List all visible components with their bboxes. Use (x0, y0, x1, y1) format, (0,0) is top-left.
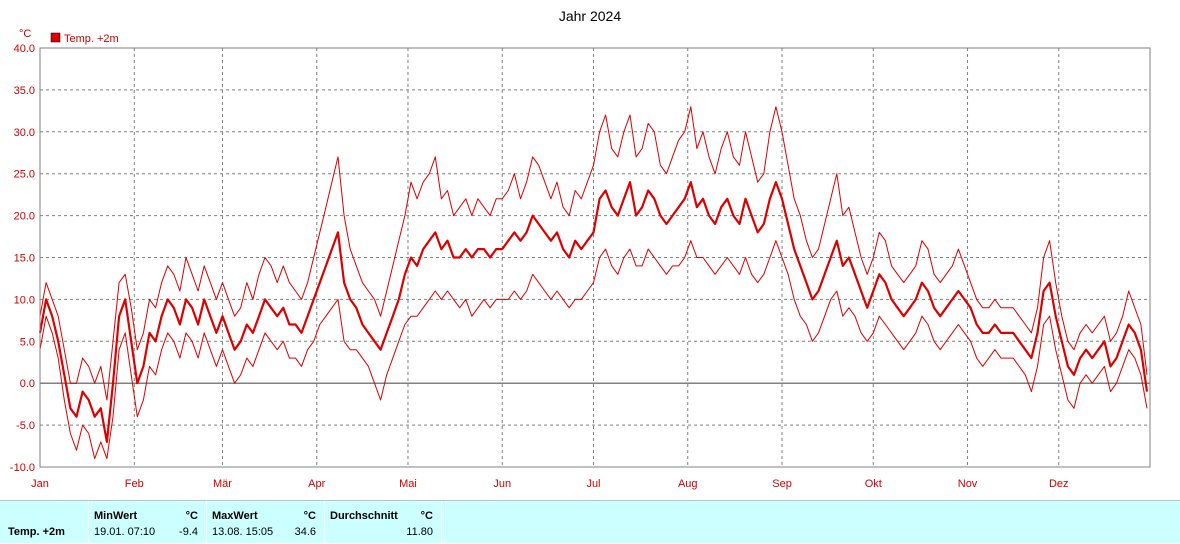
chart-title: Jahr 2024 (559, 8, 621, 24)
y-tick-label: 10.0 (14, 294, 35, 306)
x-tick-label: Jun (493, 478, 511, 490)
min-value: -9.4 (179, 526, 198, 538)
stats-min-cell: MinWert °C 19.01. 07:10 -9.4 (89, 501, 207, 544)
legend-swatch (50, 32, 61, 43)
x-tick-label: Mai (399, 478, 417, 490)
y-tick-label: 35.0 (14, 85, 35, 97)
max-value: 34.6 (294, 526, 316, 538)
avg-label: Durchschnitt (330, 510, 398, 522)
statistics-bar: Temp. +2m MinWert °C 19.01. 07:10 -9.4 M… (0, 500, 1180, 544)
grid (40, 48, 1150, 467)
min-label: MinWert (94, 510, 138, 522)
avg-value: 11.80 (406, 526, 433, 538)
legend-label: Temp. +2m (64, 33, 119, 45)
x-tick-label: Aug (678, 478, 698, 490)
x-tick-label: Jan (31, 478, 49, 490)
max-datetime: 13.08. 15:05 (212, 526, 274, 538)
y-tick-label: 30.0 (14, 127, 35, 139)
x-tick-label: Apr (308, 478, 325, 490)
stats-series-label: Temp. +2m (8, 526, 65, 538)
avg-unit: °C (420, 510, 433, 522)
y-tick-label: -10.0 (10, 462, 35, 474)
series-line-min (39, 240, 1148, 460)
y-tick-label: 0.0 (20, 378, 35, 390)
y-tick-label: -5.0 (16, 420, 35, 432)
chart-area: Jahr 2024 °C Temp. +2m 40.0 35.0 30.0 25.0 2… (10, 8, 1151, 490)
max-label: MaxWert (212, 510, 258, 522)
y-tick-label: 25.0 (14, 169, 35, 181)
min-unit: °C (185, 510, 198, 522)
series-lines (38, 106, 1149, 460)
stats-series-cell: Temp. +2m (0, 501, 89, 544)
temperature-chart: Jahr 2024 °C Temp. +2m 40.0 35.0 30.0 25.0 2… (10, 8, 1151, 490)
y-axis-unit: °C (19, 28, 31, 40)
x-tick-label: Jul (586, 478, 600, 490)
min-datetime: 19.01. 07:10 (94, 526, 156, 538)
y-tick-label: 20.0 (14, 211, 35, 223)
y-tick-label: 15.0 (14, 253, 35, 265)
x-tick-label: Okt (865, 478, 882, 490)
y-tick-label: 5.0 (20, 336, 35, 348)
x-tick-label: Feb (125, 478, 144, 490)
x-tick-label: Mär (213, 478, 232, 490)
stats-max-cell: MaxWert °C 13.08. 15:05 34.6 (207, 501, 325, 544)
y-tick-labels: 40.0 35.0 30.0 25.0 20.0 15.0 10.0 5.0 0.0 -5.0 -1… (10, 43, 35, 474)
series-line-mean (38, 181, 1149, 443)
max-unit: °C (303, 510, 316, 522)
plot-frame (39, 47, 1151, 468)
x-tick-label: Sep (772, 478, 792, 490)
series-line-max (39, 106, 1148, 401)
x-tick-label: Nov (958, 478, 978, 490)
y-tick-label: 40.0 (14, 43, 35, 55)
x-tick-label: Dez (1049, 478, 1069, 490)
stats-avg-cell: Durchschnitt °C 11.80 (325, 501, 442, 544)
x-tick-labels: Jan Feb Mär Apr Mai Jun Jul Aug Sep Okt Nov Dez (31, 478, 1068, 490)
